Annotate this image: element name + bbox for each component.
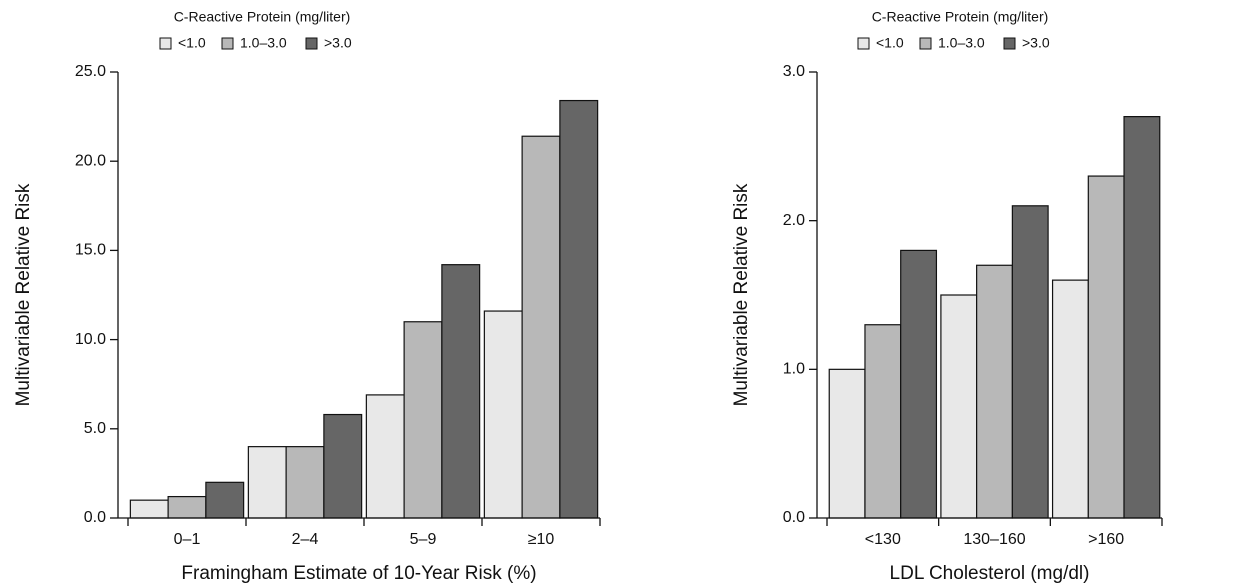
x-tick-label: 2–4 (292, 531, 319, 548)
bar (205, 481, 245, 519)
x-tick-label: ≥10 (528, 531, 555, 548)
legend-title: C-Reactive Protein (mg/liter) (174, 9, 351, 25)
x-tick-label: <130 (865, 531, 901, 548)
x-tick-label: 130–160 (963, 531, 1025, 548)
bar (365, 394, 405, 519)
x-tick-label: 5–9 (410, 531, 437, 548)
x-tick-label: 0–1 (174, 531, 201, 548)
bar (403, 321, 443, 519)
legend-label: <1.0 (876, 35, 904, 51)
bar (129, 499, 169, 519)
y-tick-label: 3.0 (783, 63, 805, 80)
bar (323, 413, 363, 519)
x-tick-label: >160 (1088, 531, 1124, 548)
y-tick-label: 10.0 (75, 331, 106, 348)
y-tick-label: 0.0 (783, 509, 805, 526)
legend-swatch (159, 37, 172, 50)
bar (521, 135, 561, 519)
bar (976, 264, 1013, 519)
bar (864, 324, 902, 519)
y-axis-label: Multivariable Relative Risk (13, 183, 34, 406)
x-axis-label: Framingham Estimate of 10-Year Risk (%) (181, 563, 536, 584)
legend-label: 1.0–3.0 (938, 35, 985, 51)
y-tick-label: 20.0 (75, 152, 106, 169)
bar (940, 294, 978, 519)
legend-swatch (221, 37, 234, 50)
y-tick-label: 5.0 (84, 420, 106, 437)
y-tick-label: 15.0 (75, 242, 106, 259)
bar (441, 264, 481, 519)
y-tick-label: 1.0 (783, 361, 805, 378)
legend-label: >3.0 (1022, 35, 1050, 51)
bar (247, 446, 287, 519)
bar (828, 368, 866, 519)
bar (900, 249, 938, 519)
legend-swatch (857, 37, 870, 50)
y-tick-label: 25.0 (75, 63, 106, 80)
bar (483, 310, 523, 519)
bar (285, 446, 325, 519)
y-tick-label: 0.0 (84, 509, 106, 526)
legend-swatch (919, 37, 932, 50)
bar (167, 495, 207, 519)
legend-swatch (1003, 37, 1016, 50)
legend-label: 1.0–3.0 (240, 35, 287, 51)
y-axis-label: Multivariable Relative Risk (731, 183, 752, 406)
x-axis-label: LDL Cholesterol (mg/dl) (890, 563, 1090, 584)
legend-swatch (305, 37, 318, 50)
bar (559, 99, 599, 519)
y-tick-label: 2.0 (783, 212, 805, 229)
bar (1051, 279, 1089, 519)
bar (1123, 115, 1161, 519)
legend-label: <1.0 (178, 35, 206, 51)
legend-label: >3.0 (324, 35, 352, 51)
bar (1087, 175, 1125, 519)
bar (1011, 205, 1049, 519)
legend-title: C-Reactive Protein (mg/liter) (872, 9, 1049, 25)
